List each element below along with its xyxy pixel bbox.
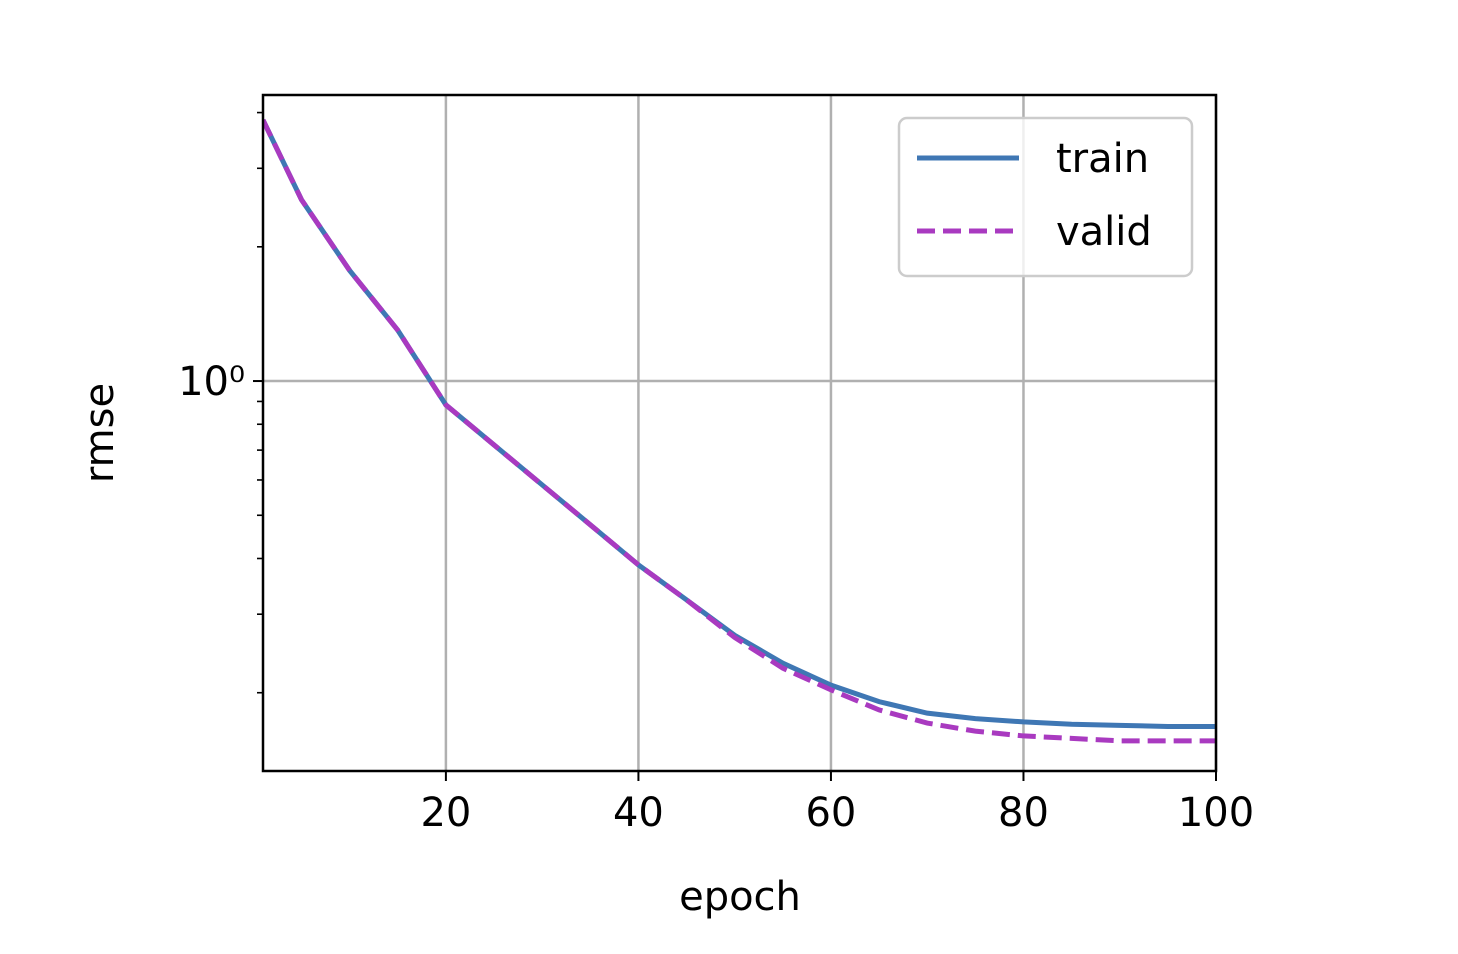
legend-label: valid	[1056, 209, 1152, 255]
x-axis-label: epoch	[679, 874, 801, 920]
y-tick-label: 10⁰	[178, 359, 245, 405]
y-axis-label: rmse	[77, 383, 123, 483]
x-tick-label: 100	[1178, 790, 1254, 836]
data-line	[263, 118, 1216, 744]
x-tick-label: 40	[613, 790, 664, 836]
x-tick-label: 20	[420, 790, 471, 836]
legend-label: train	[1056, 136, 1149, 182]
plot-frame	[261, 93, 1218, 773]
x-tick-label: 60	[805, 790, 856, 836]
x-tick-label: 80	[998, 790, 1049, 836]
